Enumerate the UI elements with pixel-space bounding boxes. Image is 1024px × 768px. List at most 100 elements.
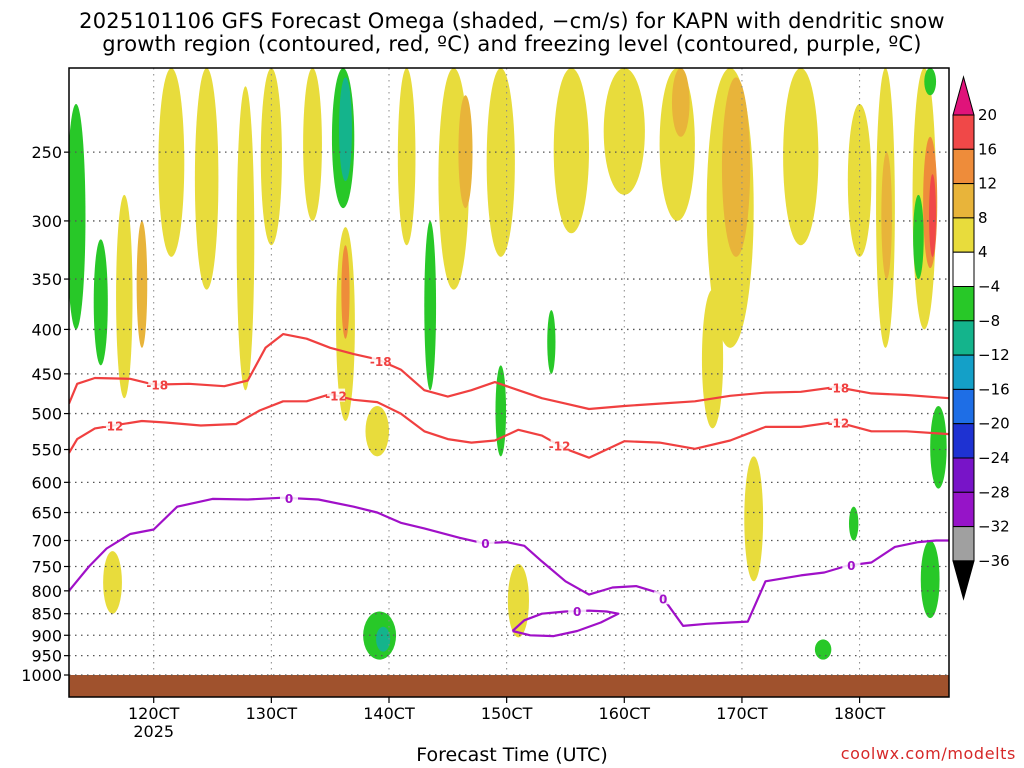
omega-patch [136, 220, 148, 348]
omega-patch [341, 245, 350, 339]
contour-label-bg [327, 388, 346, 402]
omega-patch [303, 68, 322, 221]
colorbar-bin [952, 114, 975, 150]
contour-label: 0 [285, 492, 293, 506]
y-tick-label: 550 [31, 441, 62, 460]
omega-patch [507, 563, 529, 638]
omega-patch [116, 194, 133, 399]
chart-title-line2: growth region (contoured, red, ºC) and f… [102, 32, 922, 56]
contour-label: 0 [847, 559, 855, 573]
y-tick-label: 950 [31, 647, 62, 666]
colorbar-label: −4 [978, 278, 1000, 296]
contour-label: -12 [828, 416, 850, 430]
contour-label: 0 [659, 592, 667, 606]
contour-label-bg [476, 536, 495, 550]
y-tick-label: 600 [31, 473, 62, 492]
x-tick-label: 140CT [363, 704, 415, 723]
contour-label: -12 [102, 420, 124, 434]
contour-label: -18 [828, 381, 850, 395]
colorbar-bin [952, 526, 975, 562]
omega-patch [495, 365, 507, 457]
contour-label: -18 [146, 379, 168, 393]
omega-patch [929, 174, 937, 257]
contour-label-bg [280, 491, 298, 505]
colorbar-label: 12 [978, 175, 997, 193]
omega-patch [194, 68, 219, 290]
colorbar-label: 16 [978, 140, 997, 158]
colorbar-label: 20 [978, 106, 997, 124]
omega-shading [69, 68, 947, 660]
x-axis-label: Forecast Time (UTC) [416, 744, 608, 766]
y-tick-label: 800 [31, 582, 62, 601]
y-tick-label: 300 [31, 212, 62, 231]
omega-patch [671, 68, 690, 137]
colorbar-label: −16 [978, 380, 1010, 398]
colorbar-bin [952, 251, 975, 287]
colorbar-label: −36 [978, 552, 1010, 570]
plot-frame [68, 67, 950, 698]
contour-label-bg [103, 418, 122, 432]
y-tick-label: 500 [31, 405, 62, 424]
y-tick-label: 850 [31, 605, 62, 624]
omega-patch [93, 239, 108, 366]
x-year-label: 2025 [133, 722, 174, 741]
omega-patch [924, 68, 937, 96]
omega-patch [849, 506, 859, 541]
omega-patch [424, 220, 437, 391]
contour-line [511, 609, 620, 638]
y-tick-label: 650 [31, 504, 62, 523]
omega-patch [339, 77, 352, 182]
colorbar-label: −20 [978, 415, 1010, 433]
omega-patch [376, 626, 391, 652]
x-tick-label: 180CT [834, 704, 886, 723]
contours: -18 -18 -18 -12 -12 -12 -12 0 0 0 0 0 [69, 333, 949, 638]
x-tick-label: 170CT [716, 704, 768, 723]
omega-patch [847, 103, 872, 257]
x-tick-label: 160CT [599, 704, 651, 723]
colorbar-bin [952, 491, 975, 528]
y-tick-label: 400 [31, 320, 62, 339]
colorbar-bin [952, 320, 975, 356]
omega-patch [930, 405, 947, 489]
colorbar-bin [952, 457, 975, 493]
y-tick-label: 350 [31, 270, 62, 289]
omega-patch [365, 405, 389, 457]
colorbar-label: −32 [978, 518, 1010, 536]
contour-label-bg [829, 380, 848, 394]
contour-label: 0 [481, 537, 489, 551]
omega-patch [881, 152, 892, 280]
contour-line [69, 333, 949, 411]
omega-patch [783, 68, 819, 246]
credit-link[interactable]: coolwx.com/modelts [840, 744, 1016, 763]
contour-label-bg [568, 604, 587, 618]
colorbar-bin [952, 217, 975, 253]
contour-label-bg [842, 558, 861, 572]
colorbar-bin [952, 423, 975, 459]
omega-patch [553, 68, 590, 234]
omega-patch [486, 68, 515, 257]
colorbar: 20 16 12 8 4 −4 −8 −12 −16 −20 −24 −28 −32 −36 [952, 75, 1010, 601]
omega-patch [260, 68, 282, 246]
chart-title-line1: 2025101106 GFS Forecast Omega (shaded, −… [79, 9, 945, 33]
omega-patch [913, 194, 924, 280]
contour-label: -12 [549, 440, 571, 454]
colorbar-label: −8 [978, 312, 1000, 330]
y-tick-label: 1000 [21, 666, 62, 685]
x-tick-label: 120CT [128, 704, 180, 723]
omega-patch [721, 77, 751, 257]
contour-line [69, 496, 949, 627]
y-tick-label: 900 [31, 626, 62, 645]
colorbar-bin [952, 354, 975, 390]
x-tick-label: 150CT [481, 704, 533, 723]
omega-patch [814, 639, 832, 660]
omega-patch [158, 68, 185, 257]
omega-patch [920, 540, 940, 619]
y-tick-label: 250 [31, 143, 62, 162]
contour-label: -18 [370, 355, 392, 369]
y-axis: 250 300 350 400 450 500 550 600 650 700 750 800 850 9… [21, 143, 69, 685]
y-tick-label: 450 [31, 365, 62, 384]
contour-label: -12 [325, 390, 347, 404]
colorbar-top-arrow [952, 75, 975, 116]
omega-patch [236, 86, 255, 391]
